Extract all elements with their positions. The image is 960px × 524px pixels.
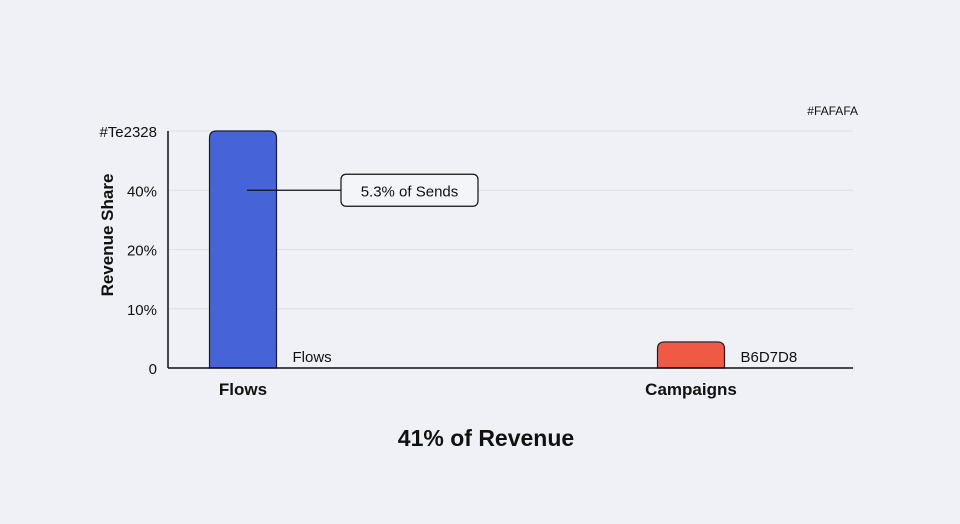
corner-note: #FAFAFA [807, 104, 858, 118]
bar-campaigns [656, 341, 726, 369]
y-tick-label: 0 [149, 361, 157, 378]
x-tick-label: Campaigns [645, 380, 737, 399]
x-tick-labels: Flows Campaigns [219, 380, 737, 399]
y-tick-label: 20% [127, 243, 157, 260]
annotation-text: 5.3% of Sends [361, 183, 459, 200]
y-tick-label: 10% [127, 302, 157, 319]
y-tick-label: #Te2328 [99, 124, 157, 141]
annotation: 5.3% of Sends [247, 173, 479, 207]
bar-label: Flows [293, 349, 332, 366]
y-tick-labels: 0 10% 20% 40% #Te2328 [99, 124, 157, 378]
annotation-box [340, 173, 479, 207]
y-tick-label: 40% [127, 183, 157, 200]
x-tick-label: Flows [219, 380, 267, 399]
bar-flows [208, 130, 278, 369]
chart-title: 41% of Revenue [398, 425, 574, 451]
bar-label: B6D7D8 [741, 349, 798, 366]
bar-labels: Flows B6D7D8 [293, 349, 798, 366]
y-axis-label: Revenue Share [98, 174, 117, 297]
